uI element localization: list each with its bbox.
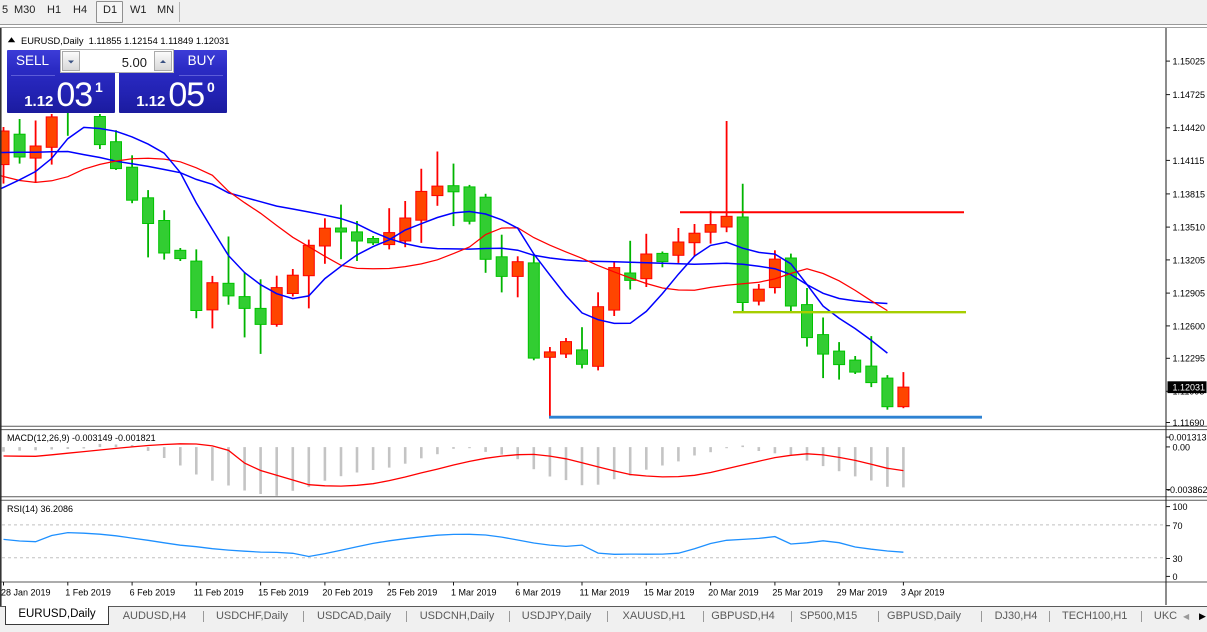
svg-text:6 Mar 2019: 6 Mar 2019 (515, 588, 561, 598)
svg-text:100: 100 (1173, 502, 1188, 512)
svg-text:1.13815: 1.13815 (1173, 189, 1206, 199)
svg-text:30: 30 (1173, 554, 1183, 564)
svg-text:29 Mar 2019: 29 Mar 2019 (837, 588, 888, 598)
svg-text:1.13510: 1.13510 (1173, 223, 1206, 233)
svg-text:0: 0 (1173, 572, 1178, 582)
svg-text:1.12600: 1.12600 (1173, 321, 1206, 331)
svg-text:1.13205: 1.13205 (1173, 255, 1206, 265)
svg-text:70: 70 (1173, 521, 1183, 531)
svg-text:0.00: 0.00 (1173, 442, 1191, 452)
svg-text:3 Apr 2019: 3 Apr 2019 (901, 588, 945, 598)
svg-text:RSI(14) 36.2086: RSI(14) 36.2086 (7, 504, 73, 514)
svg-text:20 Feb 2019: 20 Feb 2019 (322, 588, 373, 598)
svg-text:EURUSD,Daily 1.11855 1.12154: EURUSD,Daily 1.11855 1.12154 1.11849 1.1… (21, 36, 229, 46)
svg-text:1.14420: 1.14420 (1173, 123, 1206, 133)
svg-text:1.15025: 1.15025 (1173, 57, 1206, 67)
svg-text:20 Mar 2019: 20 Mar 2019 (708, 588, 759, 598)
svg-text:1 Feb 2019: 1 Feb 2019 (65, 588, 111, 598)
svg-text:0.001313: 0.001313 (1169, 433, 1207, 443)
svg-text:-0.003862: -0.003862 (1167, 485, 1207, 495)
svg-text:1 Mar 2019: 1 Mar 2019 (451, 588, 497, 598)
svg-text:15 Mar 2019: 15 Mar 2019 (644, 588, 695, 598)
svg-text:25 Mar 2019: 25 Mar 2019 (772, 588, 823, 598)
svg-text:15 Feb 2019: 15 Feb 2019 (258, 588, 309, 598)
svg-text:11 Feb 2019: 11 Feb 2019 (194, 588, 244, 598)
svg-text:1.14115: 1.14115 (1173, 156, 1205, 166)
svg-text:28 Jan 2019: 28 Jan 2019 (1, 588, 51, 598)
svg-text:6 Feb 2019: 6 Feb 2019 (130, 588, 176, 598)
svg-text:MACD(12,26,9) -0.003149 -0.001: MACD(12,26,9) -0.003149 -0.001821 (7, 433, 156, 443)
svg-text:1.14725: 1.14725 (1173, 90, 1206, 100)
svg-text:25 Feb 2019: 25 Feb 2019 (387, 588, 438, 598)
svg-text:11 Mar 2019: 11 Mar 2019 (580, 588, 630, 598)
svg-text:1.12295: 1.12295 (1173, 354, 1206, 364)
svg-text:1.12031: 1.12031 (1173, 383, 1206, 393)
svg-text:1.11690: 1.11690 (1173, 418, 1205, 428)
svg-text:1.12905: 1.12905 (1173, 289, 1206, 299)
